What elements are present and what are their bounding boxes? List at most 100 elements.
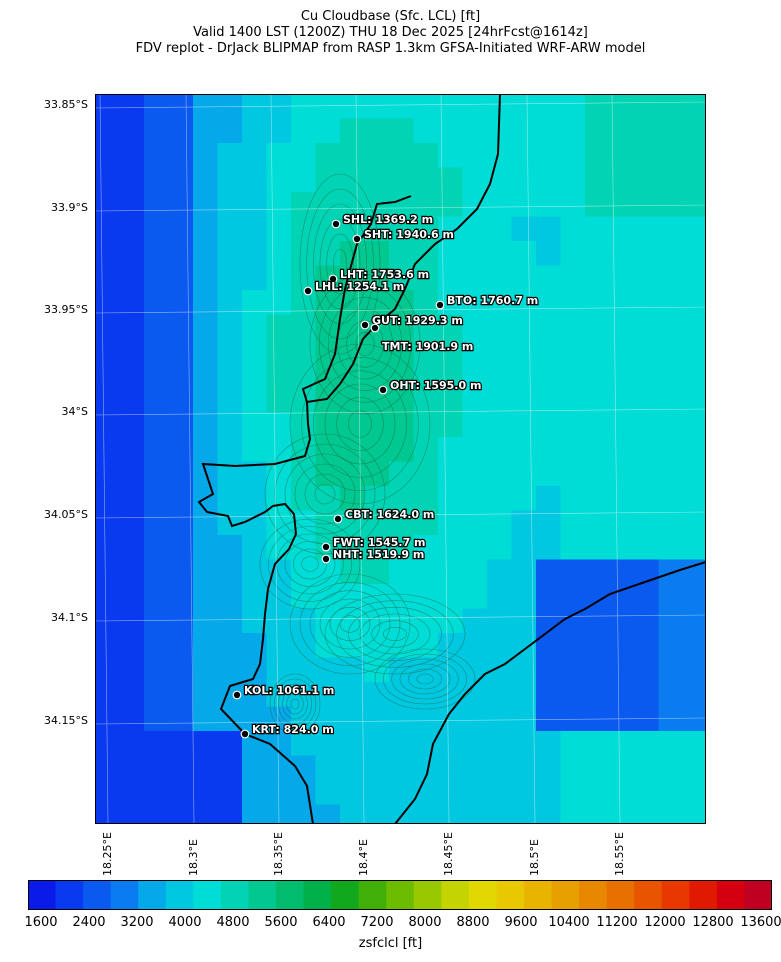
heat-cell [193,535,218,560]
station-dot-icon[interactable] [435,300,445,310]
contour-line [339,615,361,633]
contour-line [264,433,386,555]
heat-cell [658,388,684,413]
heat-cell [242,388,267,413]
station-oht[interactable]: OHT: 1595.0 m [378,378,483,395]
heat-cell [168,706,194,732]
station-lht[interactable]: LHT: 1753.6 m [328,267,430,284]
map-border [95,94,706,824]
heat-cell [266,633,292,658]
heat-cell [683,265,706,291]
heat-cell [168,461,194,487]
heat-cell [291,94,316,119]
station-cbt[interactable]: CBT: 1624.0 m [333,507,436,524]
heat-cell [462,143,488,168]
lat-tick-label: 33.85°S [44,98,88,111]
station-sht[interactable]: SHT: 1940.6 m [352,227,455,244]
heat-cell [144,412,169,438]
heat-cell [487,510,512,536]
heat-cell [315,486,341,511]
station-dot-icon[interactable] [232,690,242,700]
heat-cell [658,682,684,707]
heat-cell [585,437,610,462]
heat-cell [560,535,586,560]
heat-cell [487,339,512,364]
heat-cell [683,94,706,119]
station-dot-icon[interactable] [321,554,331,564]
station-gut[interactable]: GUT: 1929.3 m [360,313,464,330]
heat-cell [413,216,439,242]
heat-cell [291,118,316,144]
heat-cell [487,755,512,781]
heat-cell [119,486,145,511]
heat-cell [389,559,414,585]
heat-cell [144,363,169,389]
station-bto[interactable]: BTO: 1760.7 m [435,293,539,310]
station-tmt[interactable]: TMT: 1901.9 m [370,323,475,354]
heat-cell [291,412,316,438]
heat-cell [560,143,586,168]
heat-cell [560,412,586,438]
heat-cell [95,290,120,315]
heat-cell [144,608,169,634]
heat-cell [242,804,267,824]
station-kol[interactable]: KOL: 1061.1 m [232,683,336,700]
heat-cell [95,657,120,683]
station-dot-icon[interactable] [360,320,370,330]
heat-cell [438,559,463,585]
heat-cell [683,755,706,781]
heat-cell [560,339,586,364]
station-dot-icon[interactable] [333,514,343,524]
heat-cell [242,167,267,193]
heat-cell [242,657,267,683]
station-dot-icon[interactable] [328,274,338,284]
heat-cell [634,682,659,707]
heat-cell [609,94,635,119]
heat-cell [389,682,414,707]
station-nht[interactable]: NHT: 1519.9 m [321,547,425,564]
station-fwt[interactable]: FWT: 1545.7 m [321,535,427,552]
station-dot-icon[interactable] [331,219,341,229]
station-dot-icon[interactable] [321,542,331,552]
station-dot-icon[interactable] [370,323,380,333]
heat-cell [95,461,120,487]
coastline-segment [197,401,314,824]
colorbar-bin [551,880,580,910]
graticule-lon [611,94,621,824]
station-dot-icon[interactable] [303,286,313,296]
contour-line [306,188,374,340]
heat-cell [389,388,414,413]
heat-cell [536,608,561,634]
heat-cell [315,608,341,634]
heat-cell [658,731,684,756]
station-lhl[interactable]: LHL: 1254.1 m [303,279,405,296]
heat-cell [413,461,439,487]
station-dot-icon[interactable] [378,385,388,395]
station-krt[interactable]: KRT: 824.0 m [240,722,335,739]
heat-cell [634,118,659,144]
heat-cell [683,363,706,389]
heat-cell [144,265,169,291]
heat-cell [119,755,145,781]
station-shl[interactable]: SHL: 1369.2 m [331,212,434,229]
heat-cell [95,265,120,291]
colorbar-bin [248,880,277,910]
heat-cell [95,682,120,707]
heat-cell [560,461,586,487]
colorbar-title: zsfclcl [ft] [358,936,423,951]
heat-cell [144,437,169,462]
heat-cell [683,657,706,683]
heat-cell [462,535,488,560]
station-dot-icon[interactable] [352,234,362,244]
heat-cell [560,780,586,805]
heat-cell [658,584,684,609]
station-dot-icon[interactable] [240,729,250,739]
heat-cell [168,265,194,291]
heat-cell [340,167,365,193]
heat-cell [389,461,414,487]
heat-cell [683,486,706,511]
colorbar-tick-label: 9600 [504,915,538,930]
heat-cell [119,682,145,707]
colorbar-bin [165,880,194,910]
